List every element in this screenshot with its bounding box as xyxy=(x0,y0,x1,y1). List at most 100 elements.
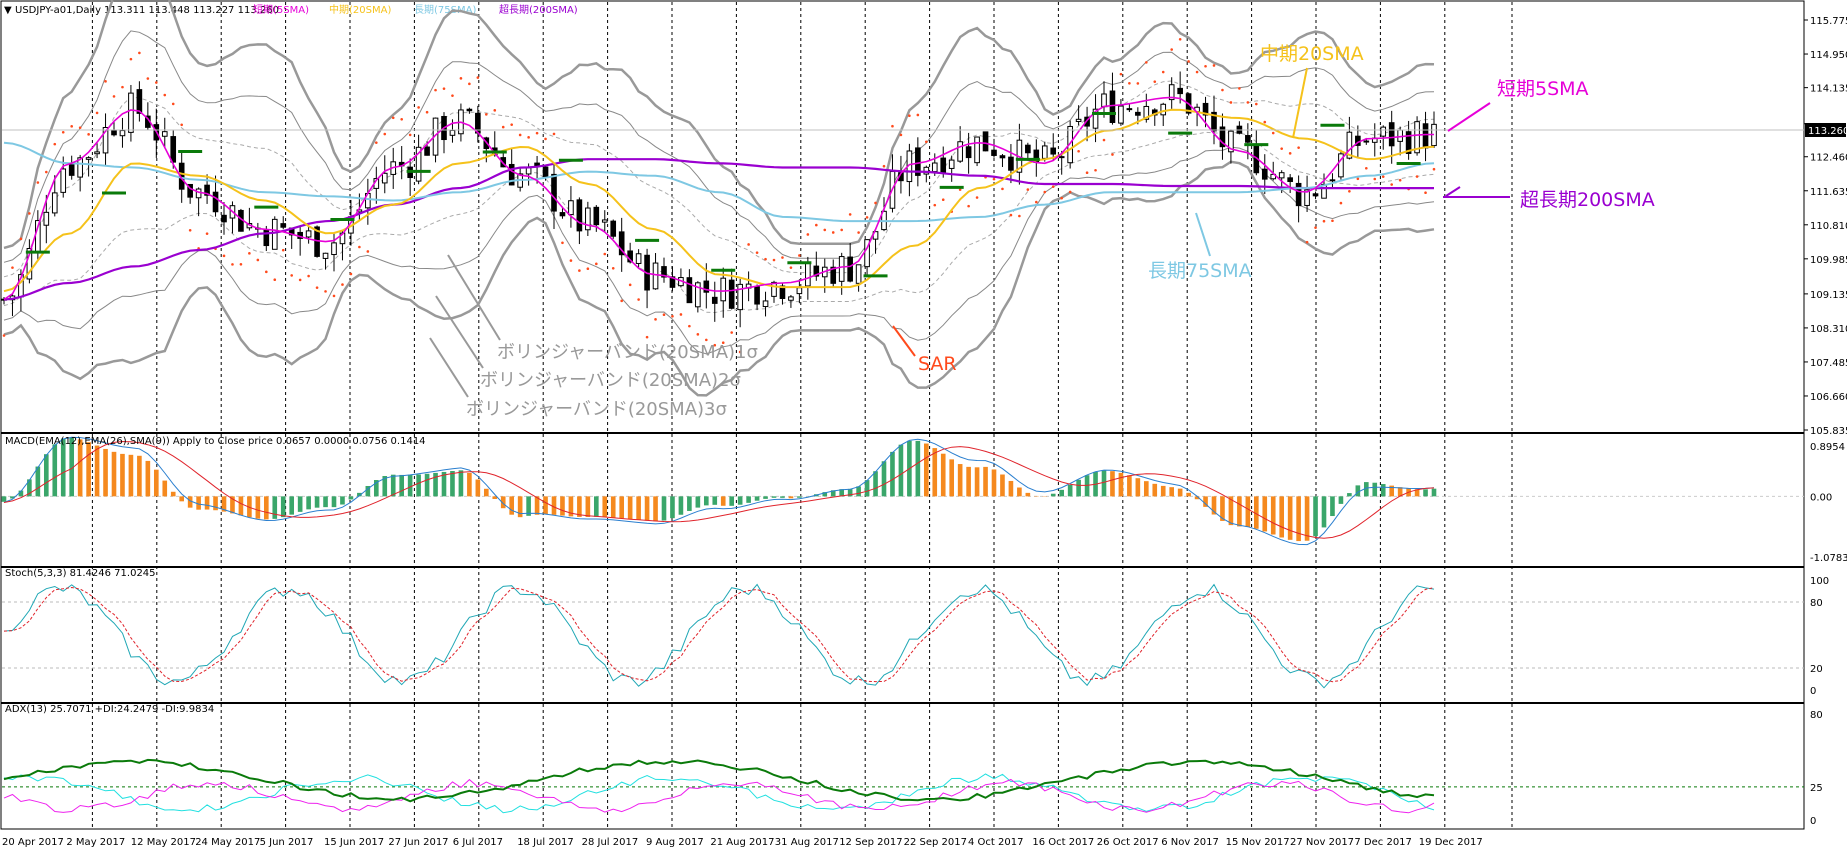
sar-dot xyxy=(730,331,733,334)
macd-histogram-bar xyxy=(500,496,506,509)
annotation-arrow-sma75 xyxy=(1195,212,1211,257)
sar-dot xyxy=(324,290,327,293)
sar-dot xyxy=(772,258,776,262)
stochastic-panel xyxy=(2,583,1804,689)
macd-histogram-bar xyxy=(18,490,24,497)
candle-body xyxy=(1118,105,1124,124)
macd-histogram-bar xyxy=(458,470,464,497)
macd-histogram-bar xyxy=(1253,496,1259,529)
candle-body xyxy=(51,192,58,214)
candle-body xyxy=(661,266,667,278)
macd-histogram-bar xyxy=(1338,496,1344,504)
price-tick-label: 114.135 xyxy=(1810,84,1847,95)
sar-dot xyxy=(1043,190,1047,194)
sar-dot xyxy=(341,283,344,286)
macd-histogram-bar xyxy=(551,496,557,515)
sar-dot xyxy=(104,80,107,83)
sar-dot xyxy=(1060,196,1063,200)
macd-histogram-bar xyxy=(1135,478,1141,497)
sar-dot xyxy=(527,136,530,139)
price-panel: 中期20SMA 短期5SMA 超長期200SMA 長期75SMA SAR ボリンジャーバン… xyxy=(1,0,1804,420)
sar-dot xyxy=(138,51,141,55)
sar-dot xyxy=(1009,213,1013,217)
sar-dot xyxy=(1178,37,1182,41)
macd-histogram-bar xyxy=(230,496,235,514)
sar-dot xyxy=(1153,80,1157,83)
macd-histogram-bar xyxy=(653,496,658,522)
macd-histogram-bar xyxy=(839,489,845,497)
macd-histogram-bar xyxy=(754,496,760,501)
macd-histogram-bar xyxy=(10,496,15,499)
parabolic-sar xyxy=(2,37,1436,354)
sar-dot xyxy=(857,231,860,234)
fractal-ticks xyxy=(25,111,1421,278)
sar-dot xyxy=(688,324,691,328)
macd-histogram-bar xyxy=(873,471,878,497)
sar-dot xyxy=(265,270,268,274)
macd-histogram-bar xyxy=(915,440,921,497)
candle-body xyxy=(1202,102,1209,116)
macd-histogram-bar xyxy=(475,479,481,497)
macd-histogram-bar xyxy=(856,486,861,497)
sar-dot xyxy=(916,113,920,117)
stoch-signal-line xyxy=(3,586,1435,683)
macd-tick-label: 0.8954 xyxy=(1810,442,1845,453)
sar-dot xyxy=(315,286,319,289)
candle-body xyxy=(204,184,210,196)
price-axis: 115.775 114.950 114.135 112.460 111.635 110.8… xyxy=(1804,16,1847,437)
sar-dot xyxy=(1145,61,1148,64)
candle-body xyxy=(1135,111,1141,116)
sar-dot xyxy=(781,256,784,259)
sar-dot xyxy=(501,125,505,129)
candle-body xyxy=(1312,193,1319,197)
legend-entry: 中期(20SMA) xyxy=(329,3,391,16)
sar-dot xyxy=(1297,146,1300,149)
candle-body xyxy=(1346,131,1353,159)
sar-dot xyxy=(1432,167,1436,171)
sar-dot xyxy=(1246,101,1250,104)
date-tick-label: 21 Aug 2017 xyxy=(710,837,774,848)
menu-arrow-icon[interactable]: ▼ xyxy=(4,5,12,16)
sar-dot xyxy=(831,231,835,234)
annotation-arrow-sma20 xyxy=(1292,67,1308,139)
sar-dot xyxy=(967,204,970,208)
candle-body xyxy=(965,146,972,159)
macd-histogram-bar xyxy=(1143,481,1149,497)
macd-histogram-bar xyxy=(1355,485,1361,497)
candle-body xyxy=(1329,179,1336,182)
sar-dot xyxy=(222,254,226,258)
sar-dot xyxy=(485,113,488,116)
sar-dot xyxy=(578,269,581,272)
candle-body xyxy=(982,131,989,152)
sar-dot xyxy=(958,188,962,191)
candle-body xyxy=(991,149,997,156)
sar-dot xyxy=(662,313,666,317)
date-tick-label: 22 Sep 2017 xyxy=(904,837,967,848)
sar-dot xyxy=(1263,120,1267,124)
date-tick-label: 4 Oct 2017 xyxy=(968,837,1023,848)
sar-dot xyxy=(806,233,810,236)
sar-dot xyxy=(1280,147,1283,150)
sar-dot xyxy=(654,318,657,321)
sar-dot xyxy=(129,57,133,61)
price-tick-label: 109.135 xyxy=(1810,290,1847,301)
macd-histogram-bar xyxy=(830,490,836,497)
macd-histogram-bar xyxy=(957,464,963,497)
current-price-marker xyxy=(1805,123,1846,137)
macd-histogram-bar xyxy=(703,496,709,506)
macd-histogram-bar xyxy=(263,496,269,520)
macd-histogram-bar xyxy=(289,496,295,515)
macd-histogram-bar xyxy=(543,496,548,515)
sar-dot xyxy=(45,170,48,174)
sma5-line xyxy=(3,96,1435,301)
candle-body xyxy=(449,129,456,136)
candle-body xyxy=(931,162,938,173)
sar-dot xyxy=(1271,131,1275,135)
date-tick-label: 5 Jun 2017 xyxy=(260,837,314,848)
macd-histogram-bar xyxy=(771,496,777,498)
annotation-sar: SAR xyxy=(918,353,957,375)
date-tick-label: 24 May 2017 xyxy=(195,837,260,848)
candle-body xyxy=(796,287,803,295)
annotation-sma20: 中期20SMA xyxy=(1260,43,1364,65)
macd-histogram-bar xyxy=(314,496,320,508)
